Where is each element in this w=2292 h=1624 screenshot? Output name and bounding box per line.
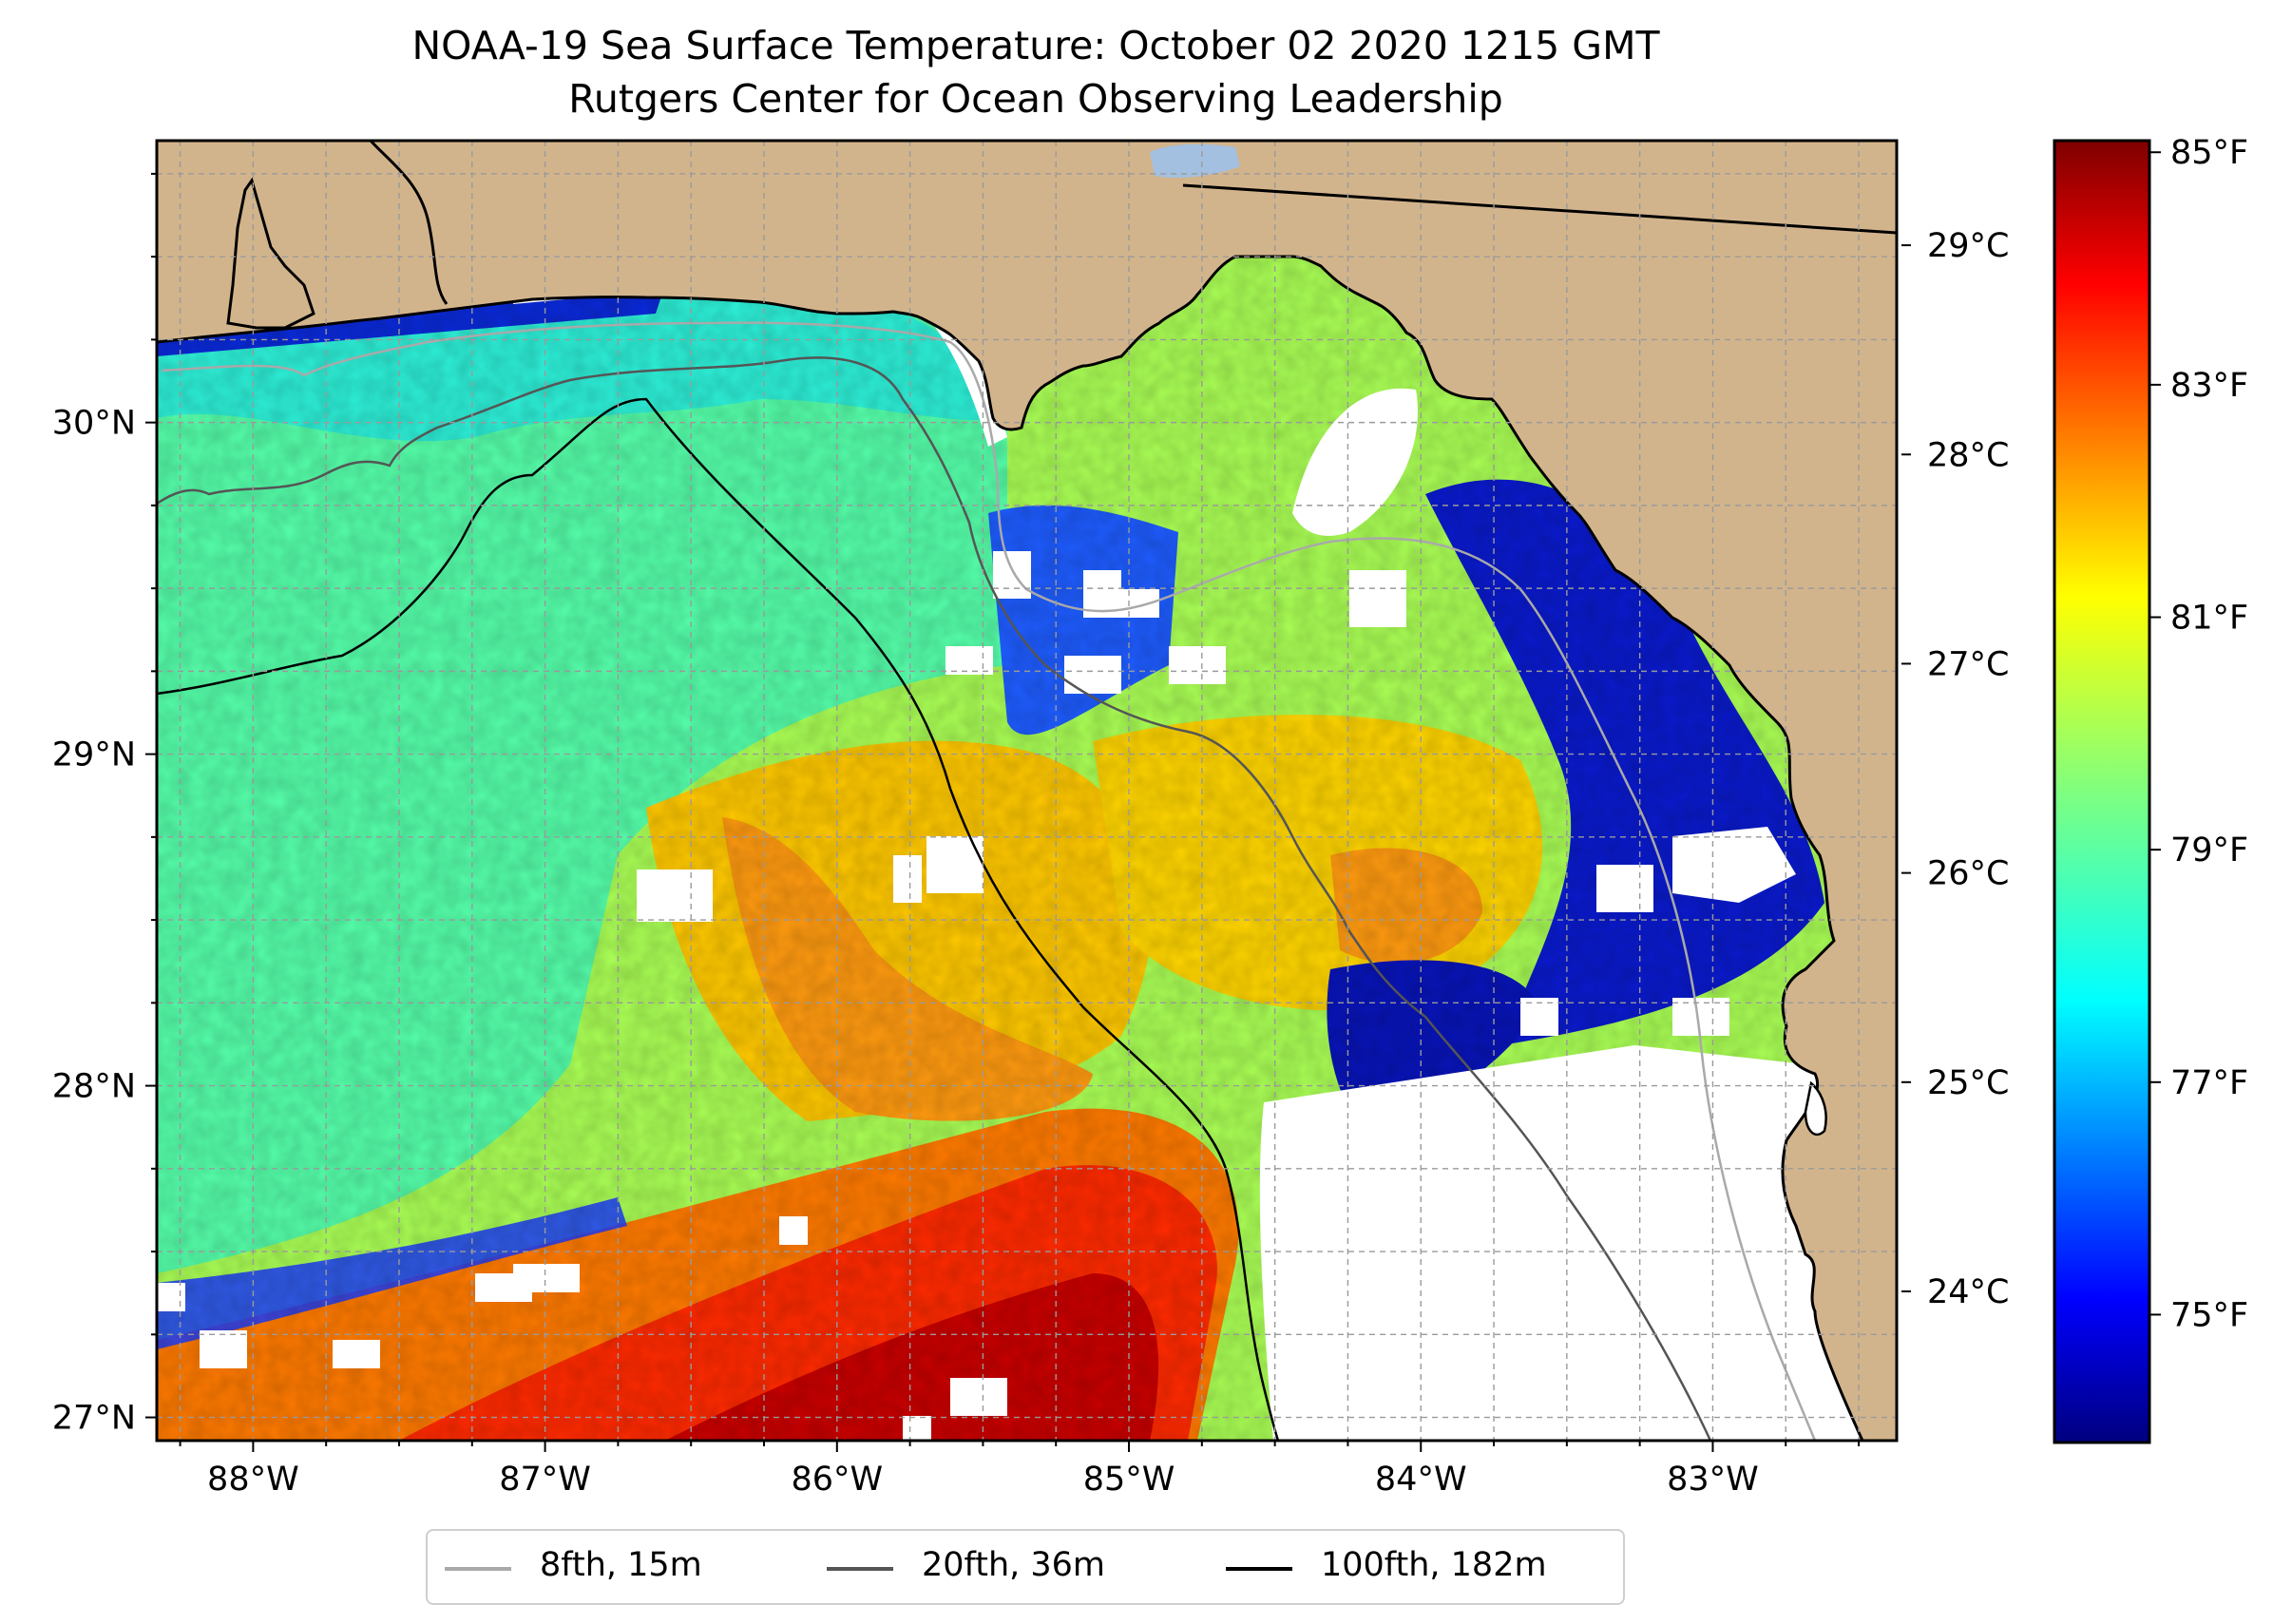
lat-tick-label: 30°N (52, 405, 136, 443)
lon-tick-label: 84°W (1375, 1461, 1467, 1499)
sst-map: 88°W 87°W 86°W 85°W 84°W 83°W 27°N 28°N 29°N 30°N… (52, 134, 2248, 1499)
colorbar-label-c: 29°C (1927, 227, 2009, 265)
legend-label-20fth: 20fth, 36m (922, 1546, 1106, 1584)
lon-tick-label: 86°W (791, 1461, 883, 1499)
legend-swatch-8fth (445, 1567, 511, 1571)
legend-swatch-20fth (827, 1567, 893, 1571)
chart-subtitle: Rutgers Center for Ocean Observing Leade… (568, 76, 1503, 122)
lake-seminole (1150, 143, 1240, 178)
chart-title: NOAA-19 Sea Surface Temperature: October… (411, 23, 1660, 68)
legend-label-100fth: 100fth, 182m (1321, 1546, 1547, 1584)
colorbar-label-f: 81°F (2170, 600, 2248, 638)
colorbar (2053, 139, 2151, 1444)
colorbar-label-c: 24°C (1927, 1273, 2009, 1311)
map-frame (155, 139, 1899, 1442)
colorbar-label-c: 27°C (1927, 645, 2009, 683)
state-boundary-al (369, 141, 449, 305)
lat-tick-label: 27°N (52, 1400, 136, 1438)
mobile-bay-land (226, 177, 315, 330)
colorbar-label-c: 28°C (1927, 436, 2009, 474)
lon-tick-label: 85°W (1083, 1461, 1175, 1499)
gridlines (157, 141, 1897, 1441)
state-boundary (1182, 183, 1897, 235)
lon-tick-label: 88°W (207, 1461, 299, 1499)
legend-swatch-100fth (1226, 1567, 1292, 1571)
colorbar-ticks: 75°F 77°F 79°F 81°F 83°F 85°F 24°C 25°C 26°C 27°C… (1901, 134, 2248, 1334)
lon-tick-label: 83°W (1667, 1461, 1759, 1499)
isobath-legend: 8fth, 15m 20fth, 36m 100fth, 182m (426, 1529, 1625, 1605)
isobath-8fth (161, 321, 1817, 1441)
lat-tick-label: 28°N (52, 1068, 136, 1106)
axis-ticks: 88°W 87°W 86°W 85°W 84°W 83°W 27°N 28°N 29°N 30°N (52, 172, 1861, 1499)
land-mass (157, 141, 1897, 1441)
colorbar-label-f: 79°F (2170, 831, 2248, 869)
colorbar-label-f: 83°F (2170, 367, 2248, 405)
charlotte-harbor (1804, 1080, 1827, 1137)
colorbar-label-c: 25°C (1927, 1064, 2009, 1102)
lon-tick-label: 87°W (499, 1461, 591, 1499)
legend-label-8fth: 8fth, 15m (540, 1546, 702, 1584)
colorbar-label-c: 26°C (1927, 855, 2009, 893)
lat-tick-label: 29°N (52, 736, 136, 774)
colorbar-label-f: 85°F (2170, 134, 2248, 172)
colorbar-label-f: 75°F (2170, 1296, 2248, 1334)
isobath-20fth (157, 356, 1712, 1441)
colorbar-label-f: 77°F (2170, 1064, 2248, 1102)
map-canvas (157, 141, 1897, 1441)
